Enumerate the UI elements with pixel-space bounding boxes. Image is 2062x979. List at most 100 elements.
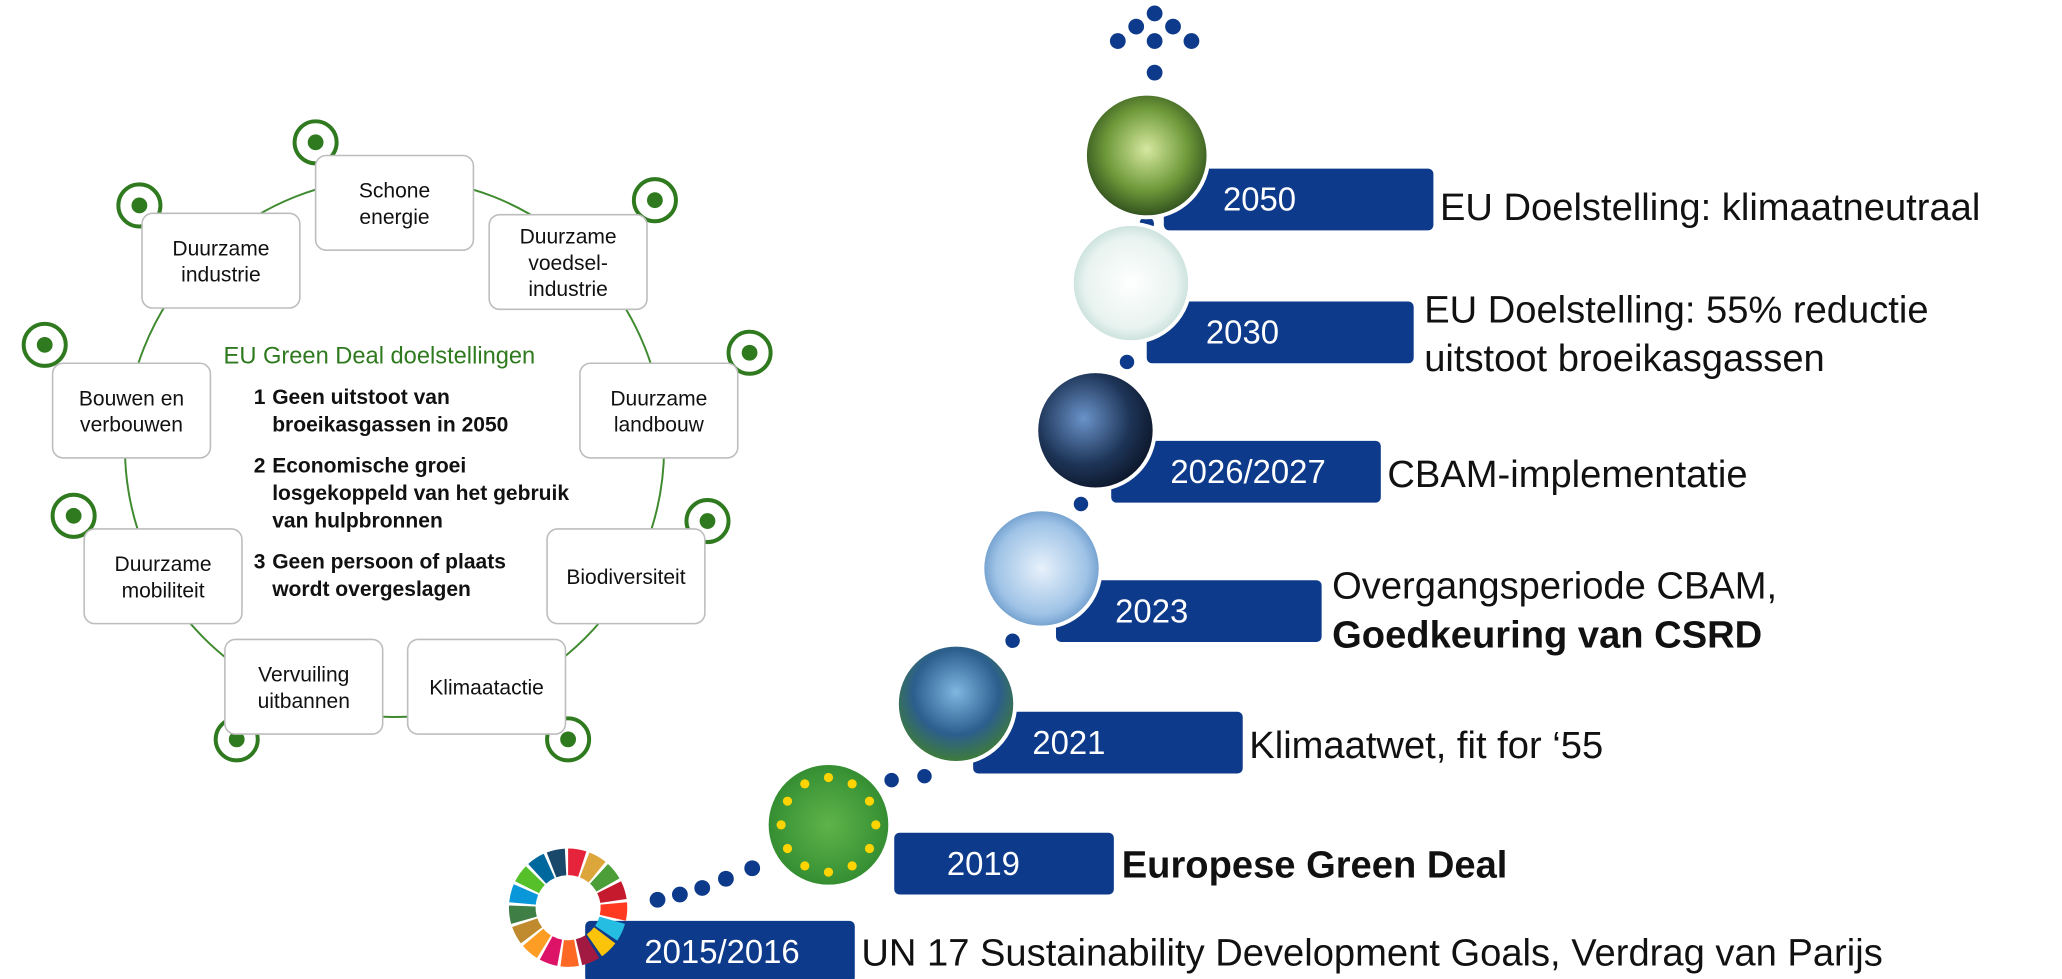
- year-box: [1146, 301, 1414, 364]
- sdg-segment: [512, 918, 543, 944]
- icon: [726, 329, 773, 376]
- cycle-node: [51, 362, 212, 459]
- icon-shape: [228, 731, 245, 748]
- timeline-description: Overgangsperiode CBAM,: [1332, 565, 1777, 608]
- cycle-node: [579, 362, 739, 459]
- cycle-node-label: landbouw: [614, 414, 705, 437]
- icon-shape: [741, 344, 758, 361]
- sdg-segment: [508, 905, 537, 924]
- icon-shape: [699, 513, 716, 529]
- cycle-node-label: mobiliteit: [122, 579, 205, 602]
- timeline-description: Goedkeuring van CSRD: [1332, 613, 1762, 656]
- year-box: [1163, 168, 1434, 231]
- cycle-node-label: Duurzame: [115, 553, 212, 576]
- decor-dot: [1146, 33, 1163, 49]
- eu-star: [782, 796, 793, 806]
- decor-dot: [1183, 33, 1200, 49]
- decor-dot: [649, 891, 666, 908]
- icon-shape: [726, 329, 773, 376]
- sdg-segment: [599, 902, 628, 921]
- icon: [545, 716, 592, 763]
- cycle-node-label: Klimaatactie: [429, 677, 544, 700]
- sdg-segment: [522, 928, 551, 958]
- sdg-segment: [597, 881, 627, 903]
- sdg-segment: [528, 853, 555, 884]
- icon: [631, 177, 678, 224]
- decor-dot: [917, 768, 932, 784]
- cycle-node: [488, 213, 648, 311]
- icon-shape: [65, 507, 82, 524]
- decor-dot: [694, 880, 711, 896]
- eu-star: [776, 820, 786, 830]
- goal-text: Geen uitstoot van: [272, 386, 450, 409]
- eu-star: [864, 843, 875, 854]
- timeline-image: [764, 761, 893, 889]
- cycle-node-label: Bouwen en: [79, 387, 184, 410]
- cycle-node-label: Duurzame: [520, 226, 617, 249]
- eu-star: [800, 861, 810, 871]
- decor-dot: [744, 860, 761, 877]
- year-box: [1055, 580, 1322, 643]
- decor-dot: [1109, 33, 1126, 49]
- eu-star: [847, 779, 857, 789]
- timeline-image: [1082, 91, 1211, 220]
- year-box: [585, 920, 855, 979]
- eu-star: [847, 861, 857, 871]
- decor-dot: [1073, 496, 1089, 512]
- cycle-node: [406, 638, 567, 735]
- year-label: 2019: [947, 845, 1020, 882]
- sdg-segment: [575, 935, 600, 966]
- cycle-node-label: Schone: [359, 180, 430, 203]
- decor-dot: [718, 870, 734, 887]
- eu-star: [800, 779, 810, 789]
- timeline-description: Europese Green Deal: [1122, 843, 1508, 886]
- timeline-description: CBAM-implementatie: [1387, 453, 1747, 496]
- timeline-image: [894, 642, 1018, 766]
- timeline-image: [1069, 221, 1193, 345]
- cycle-node: [314, 154, 475, 251]
- icon-shape: [50, 492, 97, 539]
- year-box: [894, 832, 1114, 895]
- timeline-description: Klimaatwet, fit for ‘55: [1249, 724, 1603, 767]
- cycle-node-label: voedsel-: [528, 252, 608, 275]
- eu-star: [864, 796, 875, 806]
- cycle-node: [141, 212, 301, 309]
- sdg-segment: [539, 936, 563, 966]
- eu-star: [871, 820, 881, 830]
- goal-number: 3: [254, 550, 266, 573]
- year-label: 2050: [1223, 181, 1296, 218]
- icon-shape: [307, 134, 324, 151]
- icon: [21, 321, 68, 368]
- cycle-node-label: Duurzame: [610, 387, 707, 410]
- timeline: 2050 EU Doelstelling: klimaatneutraal 2030…: [508, 5, 1980, 979]
- icon: [684, 498, 731, 545]
- icon-shape: [131, 197, 148, 214]
- cycle-node-label: verbouwen: [80, 414, 183, 437]
- sdg-segment: [568, 848, 587, 877]
- icon-shape: [116, 182, 163, 229]
- sdg-segment: [509, 884, 539, 905]
- year-box: [973, 711, 1243, 774]
- eu-star: [823, 867, 834, 877]
- goal-text: losgekoppeld van het gebruik: [272, 482, 569, 505]
- icon-shape: [560, 731, 576, 748]
- goal-text: Geen persoon of plaats: [272, 550, 506, 573]
- cycle-node-label: Duurzame: [172, 237, 269, 260]
- year-label: 2015/2016: [644, 933, 799, 970]
- cycle-node-label: Vervuiling: [258, 663, 349, 686]
- decor-dot: [1128, 18, 1145, 35]
- sdg-segment: [586, 927, 616, 957]
- green-deal-cycle: Schone energie Duurzame voedsel-industrie Du…: [21, 119, 773, 763]
- goal-number: 1: [254, 386, 266, 409]
- timeline-description: EU Doelstelling: 55% reductie: [1424, 288, 1928, 331]
- year-box: [1111, 440, 1381, 503]
- cycle-node-label: industrie: [181, 264, 260, 287]
- year-label: 2026/2027: [1170, 453, 1325, 490]
- eu-star: [823, 772, 834, 783]
- icon-shape: [684, 498, 731, 545]
- sdg-segment: [579, 852, 606, 883]
- icon-shape: [647, 192, 663, 209]
- decor-dot: [671, 886, 688, 903]
- icon-shape: [631, 177, 678, 224]
